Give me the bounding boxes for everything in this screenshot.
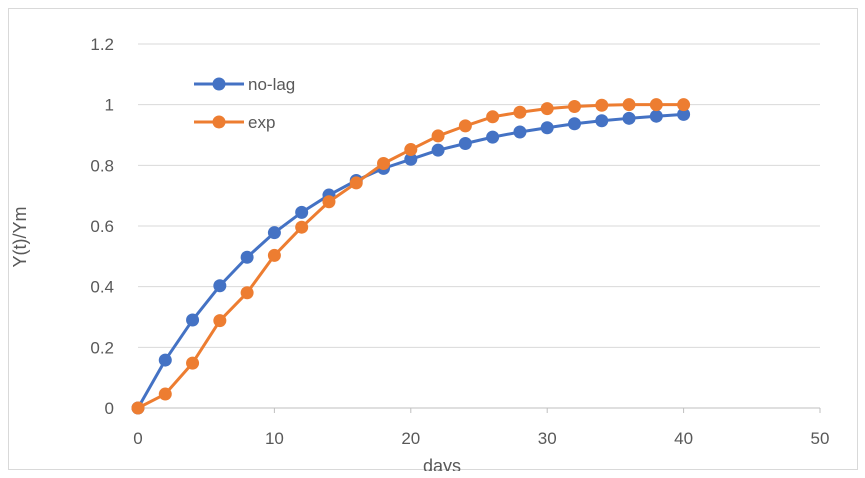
x-tick-label: 10 xyxy=(265,429,284,448)
legend-item-exp: exp xyxy=(194,113,275,132)
legend-label-exp: exp xyxy=(248,113,275,132)
data-point-exp xyxy=(567,99,581,113)
x-axis-title: days xyxy=(423,456,461,471)
y-tick-label: 0.4 xyxy=(90,278,114,297)
data-point-exp xyxy=(213,314,227,328)
data-point-exp xyxy=(377,157,391,171)
legend-marker-no-lag xyxy=(212,77,226,91)
data-point-no-lag xyxy=(595,114,609,128)
data-point-exp xyxy=(267,248,281,262)
data-point-no-lag xyxy=(431,143,445,157)
data-point-no-lag xyxy=(513,125,527,139)
data-point-exp xyxy=(240,286,254,300)
data-point-exp xyxy=(649,98,663,112)
series-no-lag xyxy=(131,107,691,415)
data-point-no-lag xyxy=(158,353,172,367)
x-tick-label: 30 xyxy=(538,429,557,448)
data-point-exp xyxy=(158,387,172,401)
legend-label-no-lag: no-lag xyxy=(248,75,295,94)
y-tick-label: 0.6 xyxy=(90,217,114,236)
x-tick-label: 0 xyxy=(133,429,142,448)
data-point-no-lag xyxy=(540,121,554,135)
data-point-exp xyxy=(540,102,554,116)
y-tick-label: 1.2 xyxy=(90,35,114,54)
y-axis-title: Y(t)/Ym xyxy=(10,207,30,268)
data-point-exp xyxy=(349,176,363,190)
data-point-exp xyxy=(404,143,418,157)
data-point-exp xyxy=(595,98,609,112)
data-point-no-lag xyxy=(213,279,227,293)
data-point-exp xyxy=(458,119,472,133)
data-point-no-lag xyxy=(458,136,472,150)
data-point-no-lag xyxy=(404,152,418,166)
data-point-no-lag xyxy=(295,205,309,219)
chart-frame: 0 0.2 0.4 0.6 0.8 1 1.2 0 10 20 30 40 50 no-lag exp d… xyxy=(8,8,858,476)
line-chart: 0 0.2 0.4 0.6 0.8 1 1.2 0 10 20 30 40 50 no-lag exp d… xyxy=(10,35,829,476)
y-tick-label: 0 xyxy=(105,399,114,418)
y-tick-label: 0.2 xyxy=(90,338,114,357)
data-point-exp xyxy=(486,110,500,124)
data-point-exp xyxy=(513,105,527,119)
data-point-exp xyxy=(431,129,445,143)
y-tick-label: 1 xyxy=(105,96,114,115)
data-point-exp xyxy=(622,98,636,112)
x-tick-label: 50 xyxy=(811,429,830,448)
data-point-no-lag xyxy=(486,130,500,144)
axes: 0 0.2 0.4 0.6 0.8 1 1.2 0 10 20 30 40 50 xyxy=(90,35,829,448)
y-tick-label: 0.8 xyxy=(90,156,114,175)
x-tick-label: 20 xyxy=(401,429,420,448)
legend: no-lag exp xyxy=(194,75,295,132)
series-exp xyxy=(131,98,691,415)
data-point-exp xyxy=(677,98,691,112)
series-layer xyxy=(131,98,691,415)
x-tick-label: 40 xyxy=(674,429,693,448)
data-point-no-lag xyxy=(267,226,281,240)
data-point-no-lag xyxy=(649,109,663,123)
data-point-no-lag xyxy=(186,313,200,327)
data-point-no-lag xyxy=(240,250,254,264)
data-point-exp xyxy=(322,195,336,209)
legend-item-no-lag: no-lag xyxy=(194,75,295,94)
data-point-exp xyxy=(295,220,309,234)
data-point-exp xyxy=(186,356,200,370)
data-point-no-lag xyxy=(567,117,581,131)
data-point-exp xyxy=(131,401,145,415)
data-point-no-lag xyxy=(622,111,636,125)
legend-marker-exp xyxy=(212,115,226,129)
data-point-no-lag xyxy=(677,107,691,121)
